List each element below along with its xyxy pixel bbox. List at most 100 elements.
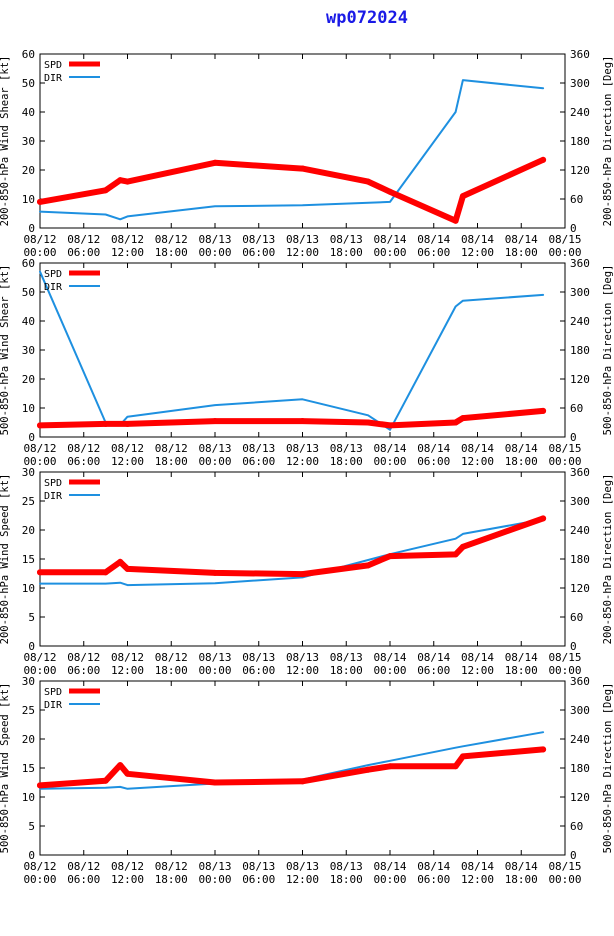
x-tick-label: 08/15 00:00 (548, 651, 581, 677)
y-left-tick-label: 0 (28, 849, 35, 862)
legend-label-spd: SPD (44, 478, 62, 489)
x-tick-time: 00:00 (23, 246, 56, 259)
x-tick-label: 08/15 00:00 (548, 442, 581, 468)
y-right-tick-label: 300 (570, 77, 590, 90)
spd-data-point (117, 762, 124, 769)
y-left-tick-label: 30 (22, 466, 35, 479)
x-tick-date: 08/13 (330, 860, 363, 873)
spd-data-point (452, 419, 459, 426)
x-tick-date: 08/13 (242, 233, 275, 246)
y-left-tick-label: 40 (22, 315, 35, 328)
spd-data-point (540, 746, 547, 753)
spd-data-point (212, 569, 218, 576)
x-tick-date: 08/14 (505, 233, 538, 246)
y-right-axis-title: 200-850-hPa Direction [Deg] (602, 56, 614, 227)
x-tick-time: 18:00 (155, 664, 188, 677)
x-tick-date: 08/12 (111, 651, 144, 664)
x-tick-label: 08/12 18:00 (155, 233, 188, 259)
spd-data-point (387, 763, 393, 770)
x-tick-label: 08/14 12:00 (461, 860, 494, 886)
spd-data-point (365, 562, 372, 569)
y-right-axis-title: 200-850-hPa Direction [Deg] (602, 474, 614, 645)
x-tick-label: 08/14 06:00 (417, 860, 450, 886)
x-tick-date: 08/12 (67, 860, 100, 873)
x-tick-date: 08/13 (330, 442, 363, 455)
spd-data-point (387, 553, 393, 560)
x-tick-time: 00:00 (373, 246, 406, 259)
chart-legend: SPD DIR (44, 269, 100, 293)
x-tick-date: 08/14 (373, 860, 406, 873)
spd-data-point (37, 782, 43, 789)
spd-data-point (299, 418, 306, 425)
series-line-spd (37, 156, 547, 224)
y-right-tick-label: 300 (570, 286, 590, 299)
x-tick-time: 12:00 (286, 873, 319, 886)
x-tick-time: 06:00 (417, 873, 450, 886)
x-tick-label: 08/14 12:00 (461, 651, 494, 677)
x-tick-time: 06:00 (67, 664, 100, 677)
x-tick-date: 08/12 (23, 651, 56, 664)
legend-label-dir: DIR (44, 73, 63, 84)
spd-data-point (37, 569, 43, 576)
y-right-tick-label: 120 (570, 164, 590, 177)
x-tick-date: 08/14 (417, 860, 450, 873)
x-tick-date: 08/14 (461, 651, 494, 664)
spd-data-point (124, 770, 131, 777)
y-right-axis-title: 500-850-hPa Direction [Deg] (602, 265, 614, 436)
spd-data-point (124, 420, 131, 427)
x-tick-date: 08/12 (155, 860, 188, 873)
x-tick-label: 08/12 12:00 (111, 233, 144, 259)
spd-data-point (387, 422, 393, 429)
x-tick-time: 06:00 (242, 664, 275, 677)
x-tick-date: 08/14 (505, 860, 538, 873)
y-left-tick-label: 0 (28, 222, 35, 235)
x-tick-time: 18:00 (505, 246, 538, 259)
spd-data-point (365, 766, 372, 773)
x-tick-time: 18:00 (505, 873, 538, 886)
x-tick-time: 18:00 (155, 246, 188, 259)
x-tick-label: 08/14 18:00 (505, 651, 538, 677)
x-tick-label: 08/12 06:00 (67, 651, 100, 677)
x-tick-label: 08/14 00:00 (373, 233, 406, 259)
y-left-axis-title: 500-850-hPa Wind Shear [kt] (0, 265, 11, 436)
x-tick-date: 08/12 (111, 860, 144, 873)
plot-frame (39, 471, 566, 647)
x-tick-time: 00:00 (548, 455, 581, 468)
x-tick-date: 08/14 (461, 860, 494, 873)
x-tick-date: 08/14 (417, 651, 450, 664)
x-tick-time: 00:00 (198, 664, 231, 677)
y-left-tick-label: 10 (22, 193, 35, 206)
x-tick-time: 12:00 (461, 455, 494, 468)
x-tick-label: 08/13 06:00 (242, 442, 275, 468)
x-tick-label: 08/13 18:00 (330, 442, 363, 468)
x-tick-time: 12:00 (461, 664, 494, 677)
x-tick-label: 08/14 06:00 (417, 442, 450, 468)
spd-data-point (540, 407, 547, 414)
x-tick-label: 08/12 00:00 (23, 233, 56, 259)
spd-data-point (117, 558, 124, 565)
spd-data-point (452, 217, 459, 224)
x-tick-time: 00:00 (548, 873, 581, 886)
y-left-tick-label: 20 (22, 733, 35, 746)
x-tick-date: 08/12 (111, 233, 144, 246)
spd-data-point (459, 415, 466, 422)
x-tick-date: 08/15 (548, 442, 581, 455)
spd-data-point (102, 569, 109, 576)
y-right-tick-label: 180 (570, 135, 590, 148)
x-tick-time: 18:00 (505, 455, 538, 468)
y-right-tick-label: 120 (570, 373, 590, 386)
x-tick-label: 08/12 18:00 (155, 442, 188, 468)
plot-frame (39, 262, 566, 438)
x-tick-date: 08/15 (548, 651, 581, 664)
y-right-tick-label: 240 (570, 315, 590, 328)
x-tick-date: 08/13 (286, 651, 319, 664)
x-tick-label: 08/14 18:00 (505, 442, 538, 468)
x-tick-label: 08/13 18:00 (330, 233, 363, 259)
y-left-tick-label: 5 (28, 611, 35, 624)
y-right-tick-label: 0 (570, 222, 577, 235)
y-left-tick-label: 10 (22, 791, 35, 804)
x-tick-label: 08/12 06:00 (67, 233, 100, 259)
y-right-tick-label: 60 (570, 402, 583, 415)
x-tick-label: 08/14 18:00 (505, 233, 538, 259)
